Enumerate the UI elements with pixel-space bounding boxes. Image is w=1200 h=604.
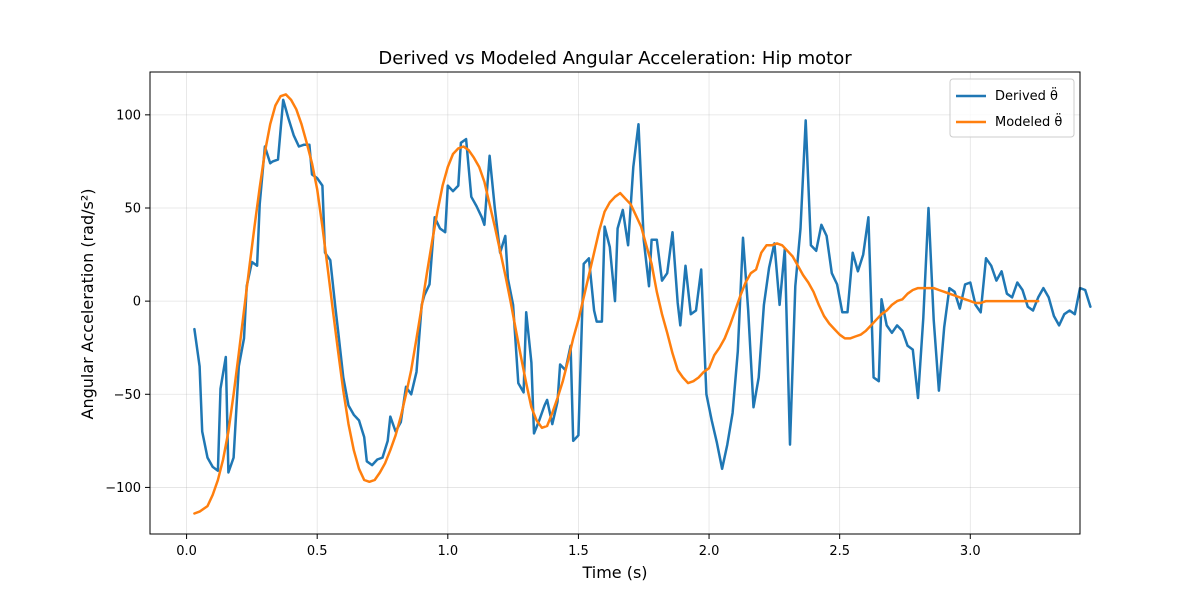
legend-label-modeled: Modeled θ̈: [995, 114, 1062, 130]
y-tick-label: 50: [124, 201, 141, 216]
x-tick-label: 0.0: [176, 544, 197, 559]
chart-title: Derived vs Modeled Angular Acceleration:…: [378, 48, 852, 69]
series-line-derived: [193, 98, 1092, 474]
plot-area-frame: [149, 71, 1081, 535]
x-tick-label: 2.5: [829, 544, 850, 559]
x-tick-label: 0.5: [307, 544, 328, 559]
series-line-modeled: [193, 93, 1040, 515]
y-tick-label: 0: [133, 295, 141, 310]
legend: Derived θ̈ Modeled θ̈: [949, 78, 1075, 138]
x-tick-label: 1.0: [437, 544, 458, 559]
y-tick-label: −100: [105, 481, 141, 496]
grid: [150, 72, 1080, 534]
x-tick-label: 2.0: [699, 544, 720, 559]
x-axis-ticks: 0.0 0.5 1.0 1.5 2.0 2.5 3.0: [176, 534, 981, 559]
series-lines: [193, 93, 1092, 515]
y-tick-label: 100: [116, 108, 141, 123]
x-tick-label: 3.0: [960, 544, 981, 559]
x-axis-label: Time (s): [581, 563, 647, 582]
y-axis-label: Angular Acceleration (rad/s²): [78, 189, 97, 420]
legend-label-derived: Derived θ̈: [995, 88, 1058, 104]
y-axis-ticks: −100 −50 0 50 100: [105, 108, 150, 496]
y-tick-label: −50: [114, 388, 141, 403]
x-tick-label: 1.5: [568, 544, 589, 559]
